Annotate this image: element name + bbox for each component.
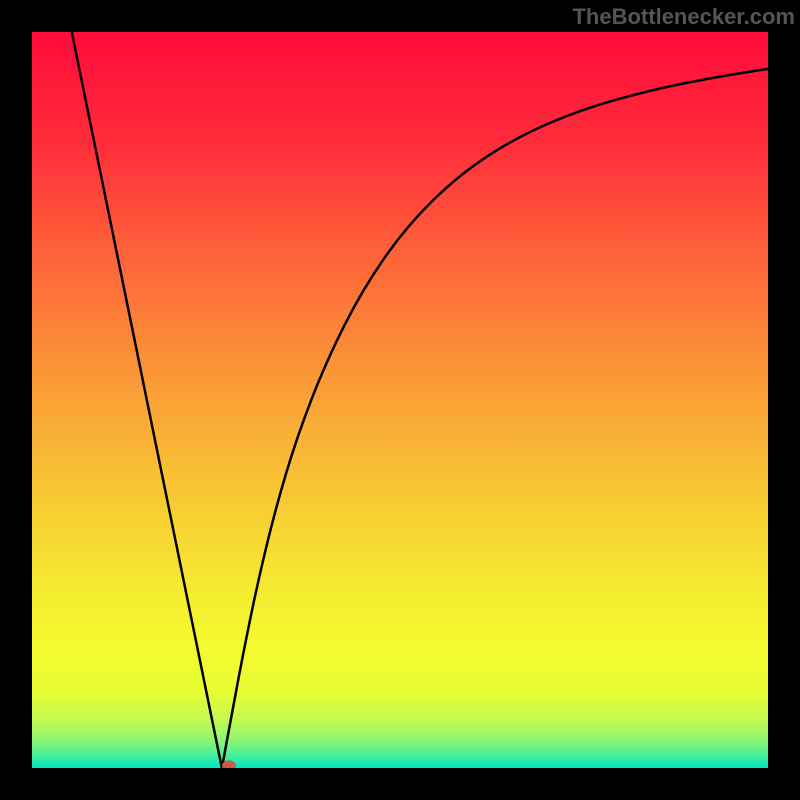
- curve-path: [72, 32, 768, 768]
- bottleneck-curve: [32, 32, 768, 768]
- plot-area: [32, 32, 768, 768]
- optimal-point-marker: [222, 760, 236, 768]
- watermark-text: TheBottlenecker.com: [572, 4, 795, 30]
